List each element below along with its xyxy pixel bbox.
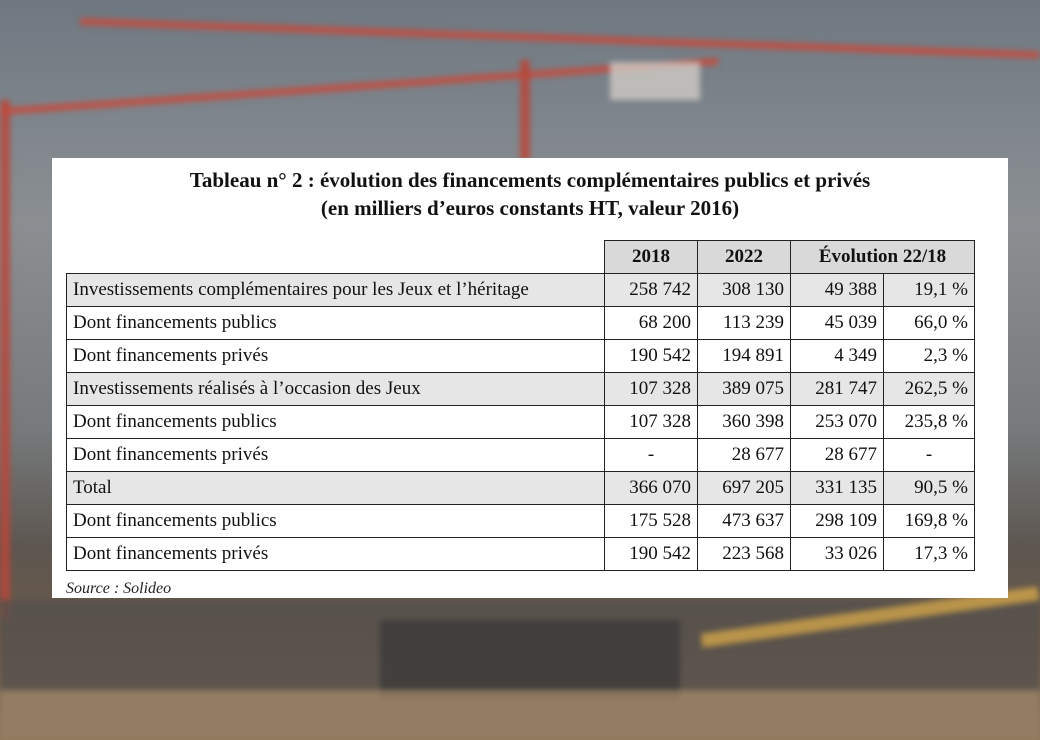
cell-evolution: 253 070 [790, 405, 884, 439]
table-row: Investissements complémentaires pour les… [66, 273, 975, 307]
table-panel: Tableau n° 2 : évolution des financement… [52, 158, 1008, 598]
source-note: Source : Solideo [66, 580, 172, 597]
header-2018: 2018 [604, 240, 698, 274]
table-row: Dont financements privés 190 542 194 891 4 … [66, 339, 975, 373]
cell-evolution-pct: 235,8 % [883, 405, 975, 439]
row-label: Dont financements publics [66, 504, 605, 538]
table-row: Total 366 070 697 205 331 135 90,5 % [66, 471, 975, 505]
cell-evolution-pct: 90,5 % [883, 471, 975, 505]
row-label: Dont financements privés [66, 537, 605, 571]
cell-2022: 308 130 [697, 273, 791, 307]
cell-evolution: 281 747 [790, 372, 884, 406]
title-line-1: Tableau n° 2 : évolution des financement… [189, 168, 871, 192]
header-2022: 2022 [697, 240, 791, 274]
cell-2018: 190 542 [604, 339, 698, 373]
table-row: Dont financements privés 190 542 223 568 33… [66, 537, 975, 571]
row-label: Investissements réalisés à l’occasion de… [66, 372, 605, 406]
row-label: Dont financements privés [66, 438, 605, 472]
cell-evolution-pct: - [883, 438, 975, 472]
cell-2022: 473 637 [697, 504, 791, 538]
cell-2018: 258 742 [604, 273, 698, 307]
financing-table: 2018 2022 Évolution 22/18 Investissement… [66, 240, 975, 571]
cell-2018: 175 528 [604, 504, 698, 538]
cell-2018: - [604, 438, 698, 472]
table-row: Dont financements publics 107 328 360 398 2… [66, 405, 975, 439]
table-row: Investissements réalisés à l’occasion de… [66, 372, 975, 406]
header-blank [67, 241, 605, 274]
header-row: 2018 2022 Évolution 22/18 [67, 240, 975, 274]
header-evolution: Évolution 22/18 [790, 240, 975, 274]
cell-2018: 366 070 [604, 471, 698, 505]
cell-evolution: 331 135 [790, 471, 884, 505]
table-row: Dont financements privés -28 677 28 677- [66, 438, 975, 472]
cell-evolution: 4 349 [790, 339, 884, 373]
cell-2018: 107 328 [604, 372, 698, 406]
cell-evolution-pct: 262,5 % [883, 372, 975, 406]
cell-evolution: 28 677 [790, 438, 884, 472]
cell-evolution-pct: 169,8 % [883, 504, 975, 538]
title-line-2: (en milliers d’euros constants HT, valeu… [320, 196, 740, 220]
cell-2022: 389 075 [697, 372, 791, 406]
cell-evolution: 49 388 [790, 273, 884, 307]
cell-evolution-pct: 17,3 % [883, 537, 975, 571]
row-label: Dont financements privés [66, 339, 605, 373]
cell-2018: 190 542 [604, 537, 698, 571]
row-label: Dont financements publics [66, 306, 605, 340]
cell-2018: 107 328 [604, 405, 698, 439]
table-title: Tableau n° 2 : évolution des financement… [52, 166, 1008, 222]
table-row: Dont financements publics 175 528 473 637 2… [66, 504, 975, 538]
cell-evolution-pct: 2,3 % [883, 339, 975, 373]
cell-2022: 223 568 [697, 537, 791, 571]
cell-2022: 360 398 [697, 405, 791, 439]
cell-2022: 697 205 [697, 471, 791, 505]
cell-evolution-pct: 66,0 % [883, 306, 975, 340]
cell-2022: 28 677 [697, 438, 791, 472]
cell-2022: 194 891 [697, 339, 791, 373]
row-label: Total [66, 471, 605, 505]
cell-evolution: 45 039 [790, 306, 884, 340]
table-row: Dont financements publics 68 200 113 239 45… [66, 306, 975, 340]
cell-evolution: 298 109 [790, 504, 884, 538]
row-label: Investissements complémentaires pour les… [66, 273, 605, 307]
cell-evolution-pct: 19,1 % [883, 273, 975, 307]
row-label: Dont financements publics [66, 405, 605, 439]
cell-evolution: 33 026 [790, 537, 884, 571]
cell-2022: 113 239 [697, 306, 791, 340]
cell-2018: 68 200 [604, 306, 698, 340]
